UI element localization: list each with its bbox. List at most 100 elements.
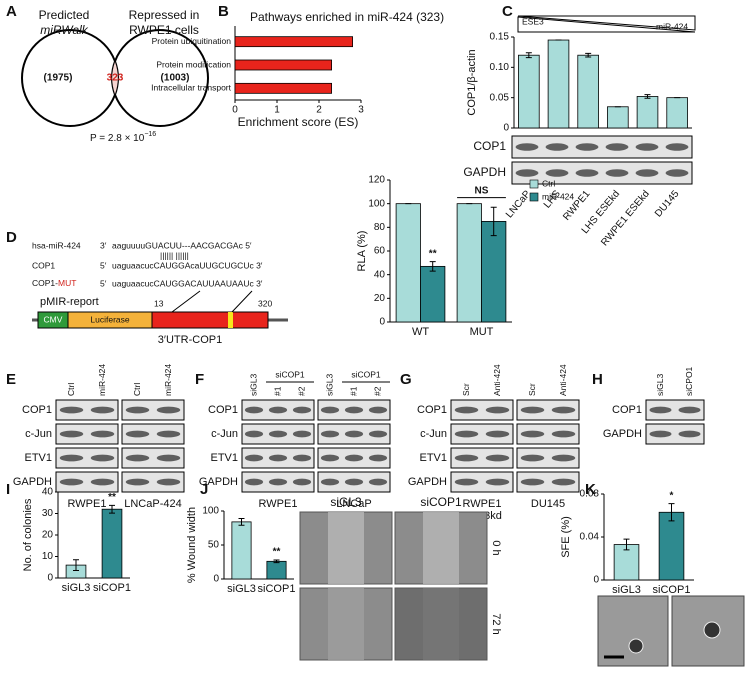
- blot-band: [320, 454, 340, 462]
- x-tick-label: 3: [358, 105, 364, 116]
- blot: [511, 135, 693, 159]
- blot-row-label: COP1: [417, 404, 447, 416]
- panel-letter: C: [502, 3, 513, 20]
- x-tick-label: DU145: [653, 188, 682, 219]
- blot-band: [292, 430, 312, 438]
- seq-name: COP1-MUT: [32, 278, 76, 288]
- blot-band: [665, 169, 689, 177]
- error-bar: [238, 517, 245, 526]
- panel-letter: I: [6, 481, 10, 498]
- venn-label: Repressed in: [129, 8, 200, 22]
- venn-overlap: [112, 62, 118, 94]
- blot: [55, 447, 119, 469]
- construct-link: [231, 290, 253, 313]
- blot-band: [520, 430, 545, 438]
- micrograph-label: siCOP1: [420, 495, 462, 509]
- blot-band: [59, 478, 84, 486]
- blot-row-label: ETV1: [24, 452, 52, 464]
- construct-label: 320: [258, 298, 272, 308]
- y-tick-label: 100: [202, 506, 219, 517]
- blot-band: [59, 454, 84, 462]
- lane-label: Anti-424: [492, 364, 502, 396]
- seq-end: 5′: [100, 260, 107, 270]
- lane-label: Ctrl: [132, 383, 142, 396]
- x-tick-label: siCOP1: [258, 583, 296, 595]
- blot-band: [268, 406, 288, 414]
- bar: [420, 265, 446, 323]
- blot-band: [244, 430, 264, 438]
- construct-label: 13: [154, 298, 164, 308]
- blot: [55, 423, 119, 445]
- blot-band: [59, 430, 84, 438]
- bar: [666, 97, 688, 129]
- blot-band: [551, 454, 576, 462]
- y-tick-label: 0.15: [490, 32, 510, 43]
- blot-row-label: GAPDH: [463, 165, 506, 179]
- panel-letter: E: [6, 371, 16, 388]
- wedge-label: ESE3: [522, 16, 544, 26]
- p-value-text: P = 2.8 × 10: [90, 133, 145, 144]
- blot-band: [320, 406, 340, 414]
- y-tick-label: 10: [42, 551, 54, 562]
- panel-letter: B: [218, 3, 229, 20]
- wound-gap: [423, 588, 459, 660]
- y-tick-label: 20: [42, 530, 54, 541]
- y-tick-label: 40: [374, 269, 386, 280]
- sphere: [628, 638, 644, 654]
- construct-label: pMIR-report: [40, 296, 99, 308]
- x-tick-label: LNCaP: [504, 188, 533, 220]
- blot-band: [368, 406, 388, 414]
- blot-band: [551, 478, 576, 486]
- blot-band: [545, 169, 569, 177]
- blot-band: [344, 454, 364, 462]
- construct-label: Luciferase: [90, 314, 129, 324]
- blot-band: [485, 454, 510, 462]
- blot-row-label: COP1: [22, 404, 52, 416]
- bar: [234, 59, 332, 71]
- seq-name-part: COP1-: [32, 278, 58, 288]
- cell-label: RWPE1: [68, 498, 107, 510]
- y-tick-label: 40: [42, 487, 54, 498]
- blot-band: [268, 430, 288, 438]
- x-tick-label: siGL3: [62, 582, 91, 594]
- blot-row-label: GAPDH: [199, 476, 238, 488]
- blot-band: [125, 454, 150, 462]
- lane-label: #1: [272, 386, 282, 396]
- x-tick-label: siGL3: [227, 583, 256, 595]
- y-tick-label: 80: [374, 222, 386, 233]
- wound-gap: [328, 588, 364, 660]
- blot: [511, 161, 693, 185]
- seq-pairing: |||||| ||||||: [160, 250, 189, 260]
- y-tick-label: 0: [47, 573, 53, 584]
- lane-label: Scr: [461, 383, 471, 396]
- blot-band: [368, 478, 388, 486]
- blot-band: [320, 430, 340, 438]
- lane-label: miR-424: [163, 364, 173, 396]
- venn-count: (1003): [161, 73, 190, 84]
- error-bar: [585, 52, 592, 58]
- y-tick-label: 0: [213, 574, 219, 585]
- blot-band: [454, 478, 479, 486]
- bar: [658, 511, 685, 581]
- significance: **: [273, 547, 281, 558]
- x-tick-label: 0: [232, 105, 238, 116]
- blot-band: [605, 169, 629, 177]
- panel-letter: H: [592, 371, 603, 388]
- blot-band: [292, 478, 312, 486]
- y-axis-label: % Wound width: [186, 507, 198, 583]
- blot: [516, 471, 580, 493]
- blot-row-label: COP1: [473, 139, 506, 153]
- error-bar: [525, 52, 532, 59]
- wound-gap: [423, 512, 459, 584]
- micrograph-label: 0 h: [490, 540, 502, 555]
- x-tick-label: 1: [274, 105, 280, 116]
- blot-band: [649, 406, 672, 414]
- blot: [516, 399, 580, 421]
- blot: [516, 423, 580, 445]
- lane-label: #2: [372, 386, 382, 396]
- blot-band: [454, 430, 479, 438]
- blot-row-label: GAPDH: [13, 476, 52, 488]
- blot-band: [551, 406, 576, 414]
